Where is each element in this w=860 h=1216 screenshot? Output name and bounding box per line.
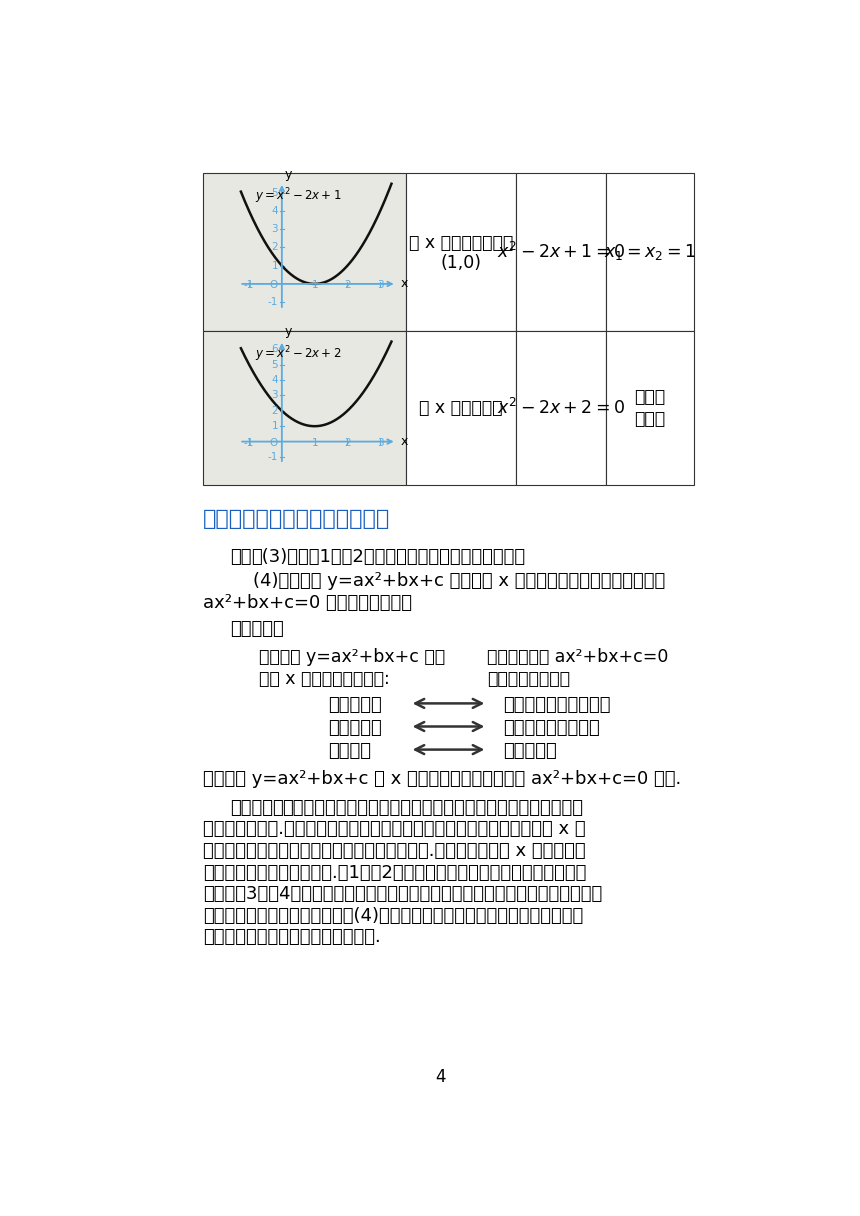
- Text: 有两个相等的实数根: 有两个相等的实数根: [503, 719, 599, 737]
- Text: 的根有三种情况：: 的根有三种情况：: [488, 670, 570, 687]
- Text: ：(3)通过（1）（2）的探索过程，你有什么发现吗？: ：(3)通过（1）（2）的探索过程，你有什么发现吗？: [251, 548, 525, 565]
- Text: 2: 2: [272, 242, 278, 253]
- Text: 第四环节：交流合作，解决问题: 第四环节：交流合作，解决问题: [203, 510, 390, 529]
- Text: 6: 6: [272, 344, 278, 354]
- Text: -1: -1: [244, 438, 255, 447]
- Text: $x^2-2x+2=0$: $x^2-2x+2=0$: [497, 398, 625, 418]
- Text: 过程；（3）（4）是发现问题并解决问题的过程，这一过程要给学生充分的思考、: 过程；（3）（4）是发现问题并解决问题的过程，这一过程要给学生充分的思考、: [203, 885, 602, 903]
- Bar: [203, 331, 406, 485]
- Text: 象和 x 轴交点有三种情况:: 象和 x 轴交点有三种情况:: [259, 670, 390, 687]
- Text: 交点的个数与一元二次方程根的个数之间的关系.理解二次函数与 x 轴交点的横: 交点的个数与一元二次方程根的个数之间的关系.理解二次函数与 x 轴交点的横: [203, 841, 586, 860]
- Text: 4: 4: [272, 375, 278, 385]
- Text: 坐标就是一元二次方程的根.（1）（2）是观察思考独立解决问题并发现问题的: 坐标就是一元二次方程的根.（1）（2）是观察思考独立解决问题并发现问题的: [203, 863, 587, 882]
- Bar: [516, 173, 605, 331]
- Text: 有一个交点: 有一个交点: [329, 719, 382, 737]
- Text: 二次函数 y=ax²+bx+c 与 x 轴交点的横坐标就是方程 ax²+bx+c=0 的根.: 二次函数 y=ax²+bx+c 与 x 轴交点的横坐标就是方程 ax²+bx+c…: [203, 770, 681, 788]
- Text: x: x: [401, 435, 408, 449]
- Text: y: y: [284, 168, 292, 180]
- Text: $x^2-2x+1=0$: $x^2-2x+1=0$: [497, 242, 625, 261]
- Text: -1: -1: [267, 452, 278, 462]
- Text: 2: 2: [344, 438, 351, 447]
- Bar: [516, 331, 605, 485]
- Text: 4: 4: [272, 206, 278, 216]
- Text: 与 x 轴没有交点: 与 x 轴没有交点: [419, 399, 502, 417]
- Text: (4)二次函数 y=ax²+bx+c 的图象与 x 轴的交点的坐标与一元二次方程: (4)二次函数 y=ax²+bx+c 的图象与 x 轴的交点的坐标与一元二次方程: [253, 573, 666, 591]
- Text: 设计意图：: 设计意图：: [230, 799, 284, 817]
- Text: 4: 4: [435, 1069, 446, 1086]
- Text: O: O: [270, 438, 278, 447]
- Text: 3: 3: [377, 280, 384, 291]
- Text: 3: 3: [272, 390, 278, 400]
- Text: $y=x^2-2x+1$: $y=x^2-2x+1$: [255, 187, 341, 207]
- Text: 2: 2: [272, 406, 278, 416]
- Text: (1,0): (1,0): [440, 254, 482, 271]
- Text: 3: 3: [272, 224, 278, 235]
- Text: 与 x 轴有一个交点：: 与 x 轴有一个交点：: [408, 233, 513, 252]
- Text: 归纳总结：: 归纳总结：: [230, 620, 284, 638]
- Text: 1: 1: [311, 438, 318, 447]
- Bar: [605, 173, 694, 331]
- Text: 2: 2: [344, 280, 351, 291]
- Text: $x_1=x_2=1$: $x_1=x_2=1$: [605, 242, 696, 261]
- Text: 1: 1: [311, 280, 318, 291]
- Text: 有两个不相等的实数根: 有两个不相等的实数根: [503, 696, 611, 714]
- Text: x: x: [401, 277, 408, 291]
- Bar: [605, 331, 694, 485]
- Text: 数学的理性思维及数学结论的严谨性.: 数学的理性思维及数学结论的严谨性.: [203, 928, 381, 946]
- Text: 3: 3: [377, 438, 384, 447]
- Text: O: O: [270, 280, 278, 291]
- Text: 5: 5: [272, 360, 278, 370]
- Text: 1: 1: [272, 260, 278, 271]
- Text: 没有交点: 没有交点: [329, 742, 372, 760]
- Text: 一元二次方程 ax²+bx+c=0: 一元二次方程 ax²+bx+c=0: [488, 648, 668, 666]
- Bar: [203, 173, 406, 331]
- Text: 有两个交点: 有两个交点: [329, 696, 382, 714]
- Text: 没有实数根: 没有实数根: [503, 742, 556, 760]
- Text: 三四两个环节使学生经历探索二次函数与一元二次方程及根的判: 三四两个环节使学生经历探索二次函数与一元二次方程及根的判: [282, 799, 583, 817]
- Text: 讨论、并尝试表达的时间，其中(4)又体现了结论由特殊到一般的过程，体现了: 讨论、并尝试表达的时间，其中(4)又体现了结论由特殊到一般的过程，体现了: [203, 907, 583, 924]
- Bar: [406, 173, 516, 331]
- Bar: [406, 331, 516, 485]
- Text: 方程无: 方程无: [635, 388, 666, 406]
- Text: y: y: [284, 326, 292, 338]
- Text: -1: -1: [244, 280, 255, 291]
- Text: 实数根: 实数根: [635, 410, 666, 428]
- Text: 5: 5: [272, 187, 278, 198]
- Text: ax²+bx+c=0 的根有什么关系？: ax²+bx+c=0 的根有什么关系？: [203, 595, 412, 612]
- Text: 思考: 思考: [230, 548, 251, 565]
- Text: 二次函数 y=ax²+bx+c 的图: 二次函数 y=ax²+bx+c 的图: [259, 648, 445, 666]
- Text: -1: -1: [267, 297, 278, 308]
- Text: $y=x^2-2x+2$: $y=x^2-2x+2$: [255, 344, 341, 364]
- Text: 别式之间的联系.通过独立思考，自主探索及小组合作理解二次函数图像与 x 轴: 别式之间的联系.通过独立思考，自主探索及小组合作理解二次函数图像与 x 轴: [203, 821, 586, 839]
- Text: 1: 1: [272, 421, 278, 432]
